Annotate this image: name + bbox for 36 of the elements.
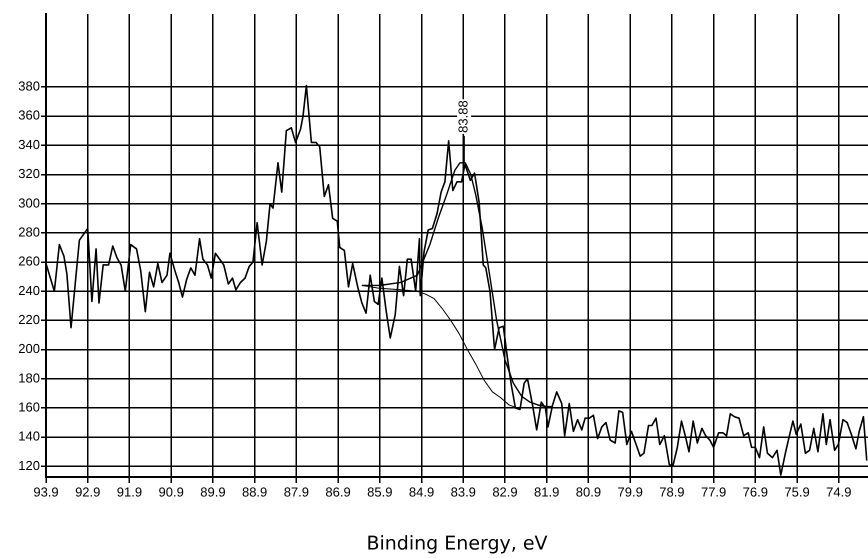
y-tick-label: 300 (18, 195, 40, 210)
y-tick-label: 160 (18, 400, 40, 415)
x-tick-label: 85.9 (367, 484, 392, 500)
y-tick-label: 120 (18, 458, 40, 473)
y-tick-label: 340 (18, 136, 40, 152)
x-tick-label: 81.9 (534, 484, 560, 500)
x-tick-label: 77.9 (700, 484, 726, 500)
y-tick-label: 380 (18, 78, 40, 94)
x-tick-label: 90.9 (158, 484, 184, 500)
x-tick-label: 87.9 (284, 484, 310, 500)
y-tick-label: 360 (18, 108, 40, 123)
y-tick-label: 320 (18, 166, 40, 182)
x-tick-label: 80.9 (576, 484, 602, 500)
y-tick-label: 180 (18, 370, 40, 386)
x-tick-label: 92.9 (75, 484, 100, 500)
x-tick-label: 88.9 (242, 484, 268, 500)
x-tick-label: 93.9 (33, 484, 59, 500)
x-axis-title: Binding Energy, eV (366, 532, 548, 555)
y-tick-label: 280 (18, 224, 40, 240)
x-tick-label: 78.9 (659, 484, 685, 500)
x-tick-label: 89.9 (200, 484, 226, 500)
y-tick-label: 260 (18, 254, 40, 269)
y-tick-label: 220 (18, 312, 40, 328)
annotation: 83.88 (456, 100, 471, 133)
x-tick-label: 84.9 (408, 484, 434, 500)
y-tick-label: 240 (18, 282, 40, 298)
x-tick-label: 82.9 (492, 484, 518, 500)
x-tick-label: 76.9 (742, 484, 768, 500)
x-tick-label: 75.9 (784, 484, 810, 500)
x-tick-label: 74.9 (826, 484, 852, 500)
x-tick-label: 83.9 (450, 484, 476, 500)
x-tick-label: 91.9 (116, 484, 142, 500)
x-tick-label: 86.9 (325, 484, 351, 500)
x-tick-label: 79.9 (618, 484, 643, 500)
y-tick-label: 200 (18, 341, 40, 356)
y-tick-label: 140 (18, 428, 40, 444)
